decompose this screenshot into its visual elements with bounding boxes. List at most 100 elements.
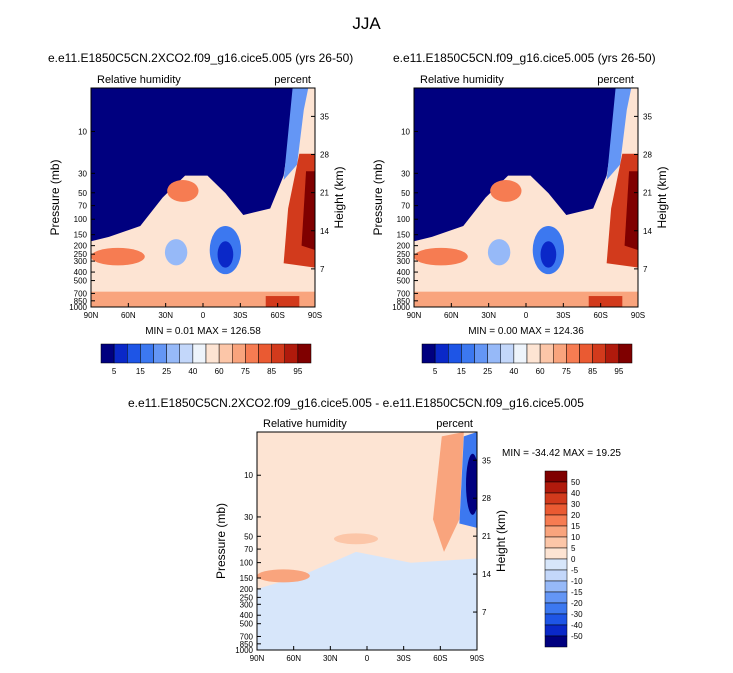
x-tick-label: 30S — [233, 311, 247, 320]
y-tick-label: 1000 — [69, 303, 87, 312]
y-tick-label: 850 — [74, 297, 88, 306]
colorbar-swatch — [140, 343, 154, 364]
boundary-layer-band — [414, 291, 638, 307]
colorbar-swatch — [487, 343, 501, 364]
diff-panel — [256, 431, 478, 651]
y-tick-label: 1000 — [392, 303, 410, 312]
colorbar-label: -10 — [571, 577, 583, 586]
colorbar-label: 5 — [112, 367, 117, 376]
units-label: percent — [597, 74, 634, 86]
y-tick-label: 10 — [244, 471, 253, 480]
colorbar-swatch — [544, 569, 568, 582]
x-tick-label: 90S — [631, 311, 645, 320]
colorbar-label: 40 — [188, 367, 197, 376]
colorbar-swatch — [579, 343, 593, 364]
colorbar-label: -30 — [571, 610, 583, 619]
y2-tick-label: 35 — [643, 112, 652, 121]
positive-diff-south — [433, 432, 464, 552]
panel-2-stats: MIN = 0.00 MAX = 124.36 — [468, 326, 584, 337]
rh-panel-1 — [90, 87, 316, 308]
y-tick-label: 300 — [240, 600, 254, 609]
y-tick-label: 150 — [74, 231, 88, 240]
surface-moist-core — [588, 296, 623, 307]
y2-tick-label: 14 — [643, 227, 652, 236]
y-tick-label: 100 — [74, 215, 88, 224]
y-tick-label: 700 — [240, 632, 254, 641]
colorbar-swatch — [218, 343, 233, 364]
y2-axis-title: Height (km) — [332, 166, 346, 228]
y-tick-label: 30 — [244, 513, 253, 522]
colorbar-swatch — [127, 343, 141, 364]
y2-tick-label: 14 — [320, 227, 329, 236]
y-tick-label: 300 — [397, 257, 411, 266]
y-tick-label: 250 — [240, 593, 254, 602]
colorbar-swatch — [245, 343, 259, 364]
positive-diff-north — [257, 569, 310, 583]
colorbar-swatch — [421, 343, 436, 364]
colorbar-swatch — [113, 343, 128, 364]
colorbar-1: 5 15 25 40 60 75 85 95 — [100, 343, 312, 376]
negative-diff-core — [466, 453, 477, 515]
colorbar-swatch — [232, 343, 246, 364]
colorbar-label: 0 — [571, 555, 576, 564]
colorbar-label: 10 — [571, 533, 580, 542]
x-tick-label: 90N — [250, 654, 265, 663]
colorbar-swatch — [592, 343, 606, 364]
colorbar-label: 75 — [562, 367, 571, 376]
colorbar-swatch — [526, 343, 541, 364]
colorbar-label: 25 — [483, 367, 492, 376]
y2-tick-label: 21 — [643, 189, 652, 198]
units-label: percent — [436, 418, 473, 430]
y-tick-label: 50 — [78, 189, 87, 198]
colorbar-swatch — [539, 343, 554, 364]
panel-3-title: e.e11.E1850C5CN.2XCO2.f09_g16.cice5.005 … — [128, 396, 584, 410]
x-tick-label: 30N — [323, 654, 338, 663]
colorbar-label: 85 — [267, 367, 276, 376]
colorbar-swatch — [566, 343, 580, 364]
y-tick-label: 200 — [240, 585, 254, 594]
axes-panel-2: 90N 60N 30N 0 30S 60S 90S103050701001502002503… — [371, 74, 669, 320]
y-tick-label: 250 — [74, 250, 88, 259]
colorbar-label: -15 — [571, 588, 583, 597]
colorbar-swatch — [544, 558, 568, 571]
y-tick-label: 30 — [78, 169, 87, 178]
y2-tick-label: 14 — [482, 570, 491, 579]
colorbar-swatch — [544, 591, 568, 604]
dry-zone-south-core — [540, 241, 557, 268]
colorbar-label: 50 — [571, 478, 580, 487]
y-axis-title: Pressure (mb) — [371, 159, 385, 235]
colorbar-swatch — [205, 343, 220, 364]
tropical-tropopause-max — [490, 179, 522, 202]
y2-tick-label: 21 — [320, 189, 329, 198]
y-tick-label: 400 — [397, 268, 411, 277]
y-tick-label: 700 — [74, 289, 88, 298]
colorbar-swatch — [153, 343, 167, 364]
x-tick-label: 60N — [286, 654, 301, 663]
y-tick-label: 50 — [401, 189, 410, 198]
polar-blue-band — [606, 88, 632, 180]
polar-blue-band — [283, 88, 309, 180]
north-midlat-band — [414, 247, 468, 266]
y-tick-label: 1000 — [235, 646, 253, 655]
y2-tick-label: 7 — [643, 265, 648, 274]
units-label: percent — [274, 74, 311, 86]
axes-panel-3: 90N 60N 30N 0 30S 60S 90S103050701001502002503… — [214, 418, 508, 663]
colorbar-label: 75 — [241, 367, 250, 376]
diff-field — [257, 432, 477, 650]
y2-tick-label: 7 — [482, 608, 487, 617]
y-tick-label: 850 — [397, 297, 411, 306]
variable-label: Relative humidity — [263, 418, 347, 430]
x-tick-label: 0 — [201, 311, 206, 320]
y-tick-label: 100 — [397, 215, 411, 224]
colorbar-label: 60 — [536, 367, 545, 376]
rh-panel-2 — [413, 87, 639, 308]
y2-axis-title: Height (km) — [494, 510, 508, 572]
colorbar-swatch — [100, 343, 115, 364]
y-tick-label: 200 — [397, 242, 411, 251]
x-tick-label: 30S — [556, 311, 570, 320]
panel-1-title: e.e11.E1850C5CN.2XCO2.f09_g16.cice5.005 … — [48, 51, 354, 65]
colorbar-swatch — [544, 635, 568, 648]
colorbar-swatch — [179, 343, 194, 364]
colorbar-swatch — [544, 503, 568, 516]
x-tick-label: 90N — [84, 311, 99, 320]
